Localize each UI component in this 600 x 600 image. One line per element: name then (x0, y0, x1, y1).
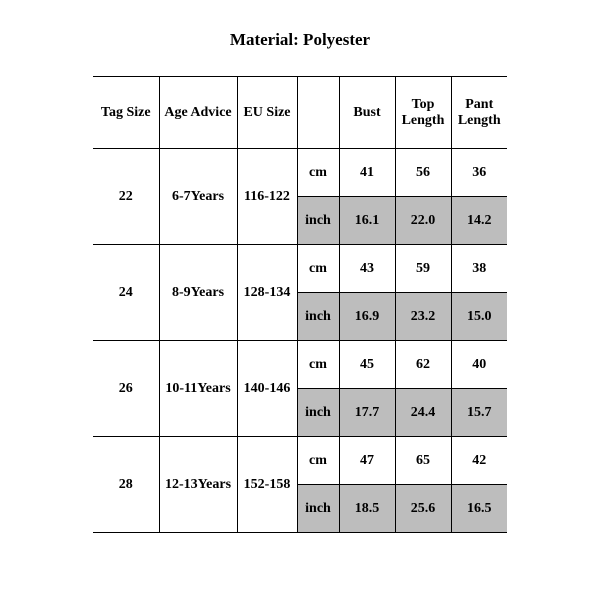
cell-age: 8-9Years (159, 245, 237, 341)
table-row: 28 12-13Years 152-158 cm 47 65 42 (93, 437, 507, 485)
cell-tag: 22 (93, 149, 159, 245)
cell-top: 25.6 (395, 485, 451, 533)
cell-top: 23.2 (395, 293, 451, 341)
cell-age: 10-11Years (159, 341, 237, 437)
col-tag-size: Tag Size (93, 77, 159, 149)
cell-top: 24.4 (395, 389, 451, 437)
cell-unit-cm: cm (297, 437, 339, 485)
header-row: Tag Size Age Advice EU Size Bust Top Len… (93, 77, 507, 149)
cell-unit-cm: cm (297, 149, 339, 197)
cell-unit-inch: inch (297, 197, 339, 245)
cell-pant: 16.5 (451, 485, 507, 533)
cell-top: 22.0 (395, 197, 451, 245)
cell-unit-inch: inch (297, 389, 339, 437)
cell-pant: 15.7 (451, 389, 507, 437)
cell-tag: 28 (93, 437, 159, 533)
cell-bust: 45 (339, 341, 395, 389)
col-unit (297, 77, 339, 149)
page-title: Material: Polyester (0, 0, 600, 76)
cell-top: 62 (395, 341, 451, 389)
col-eu-size: EU Size (237, 77, 297, 149)
col-age-advice: Age Advice (159, 77, 237, 149)
cell-bust: 16.1 (339, 197, 395, 245)
table-row: 24 8-9Years 128-134 cm 43 59 38 (93, 245, 507, 293)
cell-pant: 40 (451, 341, 507, 389)
cell-unit-inch: inch (297, 485, 339, 533)
cell-bust: 43 (339, 245, 395, 293)
table-row: 26 10-11Years 140-146 cm 45 62 40 (93, 341, 507, 389)
cell-bust: 16.9 (339, 293, 395, 341)
cell-pant: 38 (451, 245, 507, 293)
cell-eu: 128-134 (237, 245, 297, 341)
col-top-length: Top Length (395, 77, 451, 149)
cell-bust: 41 (339, 149, 395, 197)
cell-pant: 42 (451, 437, 507, 485)
cell-eu: 140-146 (237, 341, 297, 437)
cell-bust: 47 (339, 437, 395, 485)
cell-eu: 116-122 (237, 149, 297, 245)
cell-top: 59 (395, 245, 451, 293)
cell-top: 56 (395, 149, 451, 197)
size-table: Tag Size Age Advice EU Size Bust Top Len… (93, 76, 507, 533)
col-bust: Bust (339, 77, 395, 149)
cell-bust: 18.5 (339, 485, 395, 533)
cell-eu: 152-158 (237, 437, 297, 533)
cell-unit-cm: cm (297, 341, 339, 389)
cell-age: 6-7Years (159, 149, 237, 245)
cell-pant: 36 (451, 149, 507, 197)
cell-pant: 15.0 (451, 293, 507, 341)
cell-unit-cm: cm (297, 245, 339, 293)
cell-age: 12-13Years (159, 437, 237, 533)
cell-unit-inch: inch (297, 293, 339, 341)
cell-tag: 24 (93, 245, 159, 341)
cell-tag: 26 (93, 341, 159, 437)
cell-top: 65 (395, 437, 451, 485)
cell-bust: 17.7 (339, 389, 395, 437)
col-pant-length: Pant Length (451, 77, 507, 149)
table-row: 22 6-7Years 116-122 cm 41 56 36 (93, 149, 507, 197)
cell-pant: 14.2 (451, 197, 507, 245)
